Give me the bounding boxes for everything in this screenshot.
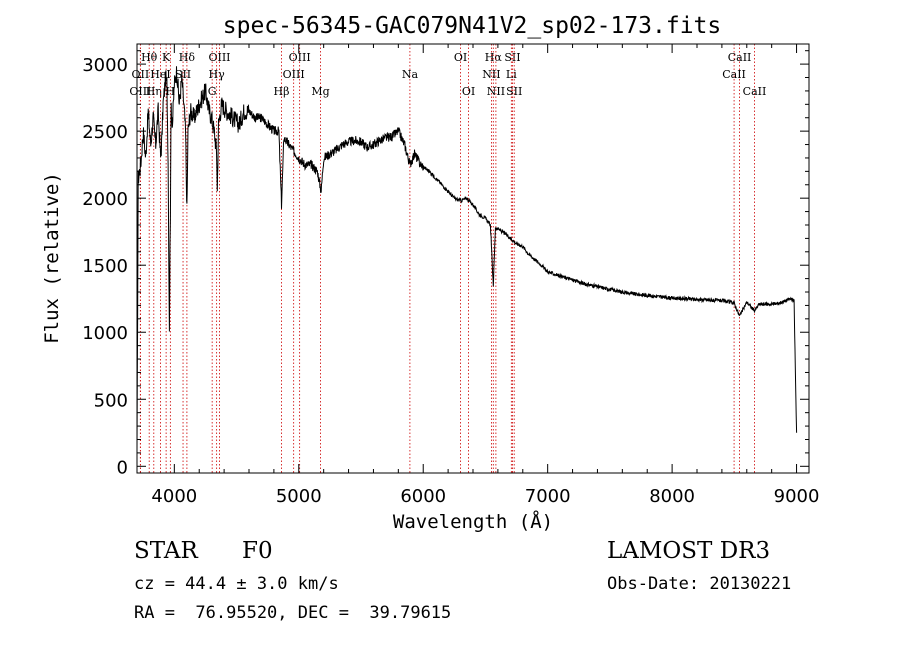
y-axis-label: Flux (relative) [41,172,63,344]
flux-series [136,66,798,449]
line-label-3: Hη [146,85,162,98]
spectrum-chart: spec-56345-GAC079N41V2_sp02-173.fits Hθ O… [41,13,819,533]
x-tick-label: 7000 [525,486,571,507]
line-label-9: OIII [208,51,230,64]
line-label-20: NII [482,68,500,81]
y-tick-label: 1500 [82,256,128,277]
y-tick-label: 500 [94,390,128,411]
line-label-6: H [166,85,176,98]
line-label-0: Hθ [141,51,158,64]
line-label-21: NII [487,85,505,98]
obs-date-text: Obs-Date: 20130221 [607,574,792,594]
line-label-4: HeI [150,68,170,81]
line-label-22: SII [504,51,520,64]
line-label-10: Hγ [209,68,226,81]
x-axis-label: Wavelength (Å) [393,510,553,533]
line-label-5: K [162,51,171,64]
plot-frame [136,43,810,474]
y-tick-label: 2500 [82,122,128,143]
axis-ticks: 4000 5000 6000 7000 8000 9000 0 500 1000 1500 2000… [82,44,819,507]
flux-line [136,66,798,449]
line-label-18: OI [462,85,475,98]
redshift-text: cz = 44.4 ± 3.0 km/s [134,574,339,594]
chart-title: spec-56345-GAC079N41V2_sp02-173.fits [223,13,722,39]
class-label: STAR [134,538,198,564]
line-label-19: Hα [485,51,503,64]
line-label-27: CaII [743,85,767,98]
line-label-7: SII [175,68,191,81]
x-tick-label: 6000 [400,486,446,507]
survey-label: LAMOST DR3 [607,538,771,564]
line-label-24: SII [506,85,522,98]
x-tick-label: 5000 [276,486,322,507]
line-label-25: CaII [728,51,752,64]
line-label-1: OII [132,68,150,81]
line-label-16: Na [402,68,419,81]
x-tick-label: 8000 [649,486,695,507]
y-tick-label: 0 [117,457,128,478]
x-tick-label: 9000 [774,486,820,507]
line-label-15: Mg [311,85,329,98]
coordinates-text: RA = 76.95520, DEC = 39.79615 [134,603,452,623]
y-tick-label: 1000 [82,323,128,344]
line-label-14: OIII [283,68,305,81]
line-label-8: Hδ [179,51,196,64]
line-label-23: Li [506,68,517,81]
line-label-2: OIII [129,85,151,98]
y-tick-label: 2000 [82,189,128,210]
subclass-label: F0 [242,538,273,564]
y-tick-label: 3000 [82,55,128,76]
x-tick-label: 4000 [151,486,197,507]
line-label-12: Hβ [274,85,290,98]
line-label-26: CaII [722,68,746,81]
line-label-13: OIII [289,51,311,64]
line-label-17: OI [454,51,467,64]
line-label-11: G [208,85,217,98]
